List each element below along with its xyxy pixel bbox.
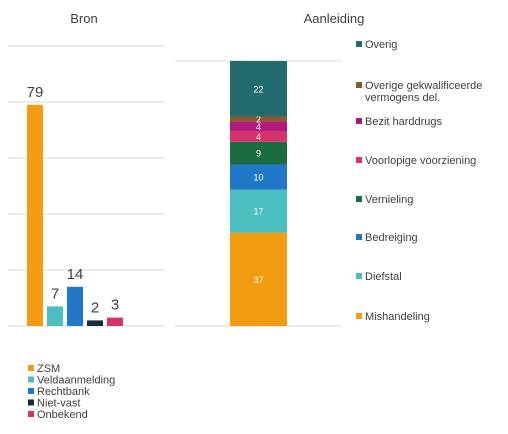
segment-value-overige-gekwalificeerde-vermogens-del: 2 xyxy=(256,115,261,125)
segment-value-overig: 22 xyxy=(253,84,263,94)
segment-vernieling xyxy=(230,141,287,165)
aanleiding-chart-title: Aanleiding xyxy=(304,11,365,26)
legend-swatch-zsm xyxy=(28,365,34,371)
legend-label-diefstal: Diefstal xyxy=(365,271,402,283)
segment-diefstal xyxy=(230,189,287,233)
legend-swatch-bedreiging xyxy=(356,234,362,240)
legend-swatch-veldaanmelding xyxy=(28,376,34,383)
legend-label-veldaanmelding: Veldaanmelding xyxy=(37,375,115,387)
segment-voorlopige-voorziening xyxy=(230,131,287,142)
bron-chart-title: Bron xyxy=(70,11,97,26)
bar-onbekend xyxy=(107,317,123,326)
legend-swatch-overig xyxy=(356,41,362,47)
segment-value-bedreiging: 10 xyxy=(253,173,263,183)
legend-swatch-rechtbank xyxy=(28,388,34,394)
bar-value-zsm: 79 xyxy=(27,84,44,101)
legend-swatch-voorlopige-voorziening xyxy=(356,157,362,163)
legend-label-rechtbank: Rechtbank xyxy=(37,386,90,398)
legend-label-vernieling: Vernieling xyxy=(365,194,413,206)
legend-label-bedreiging: Bedreiging xyxy=(365,232,418,244)
bron-bars: 79 7 14 2 3 xyxy=(27,84,123,326)
legend-swatch-bezit-harddrugs xyxy=(356,118,362,124)
bar-value-niet-vast: 2 xyxy=(91,299,99,316)
legend-swatch-mishandeling xyxy=(356,313,362,319)
segment-value-vernieling: 9 xyxy=(256,149,261,159)
legend-swatch-onbekend xyxy=(28,411,34,417)
segment-overig xyxy=(230,61,287,117)
legend-label-voorlopige-voorziening: Voorlopige voorziening xyxy=(365,155,476,167)
legend-swatch-overige-gekwalificeerde-vermogens-del xyxy=(356,82,362,88)
segment-value-mishandeling: 37 xyxy=(253,275,263,285)
bar-value-rechtbank: 14 xyxy=(67,266,84,283)
segment-bezit-harddrugs xyxy=(230,121,287,132)
legend-label-mishandeling: Mishandeling xyxy=(365,311,430,323)
legend-label-overige-gekwalificeerde-vermogens-del: Overige gekwalificeerde vermogens del. xyxy=(365,80,482,104)
segment-value-diefstal: 17 xyxy=(253,207,263,217)
bar-value-onbekend: 3 xyxy=(111,297,119,314)
legend-swatch-niet-vast xyxy=(28,399,34,406)
legend-label-bezit-harddrugs: Bezit harddrugs xyxy=(365,116,443,128)
segment-mishandeling xyxy=(230,232,287,326)
bar-value-veldaanmelding: 7 xyxy=(51,285,59,302)
legend-label-onbekend: Onbekend xyxy=(37,409,88,421)
bron-legend: ZSMVeldaanmeldingRechtbankNiet-vastOnbek… xyxy=(28,363,115,421)
legend-label-overig: Overig xyxy=(365,39,397,51)
legend-swatch-vernieling xyxy=(356,196,362,202)
segment-value-bezit-harddrugs: 4 xyxy=(256,122,261,132)
bar-rechtbank xyxy=(67,286,83,326)
legend-swatch-diefstal xyxy=(356,273,362,279)
bar-niet-vast xyxy=(87,320,103,326)
aanleiding-legend: Overig Overige gekwalificeerde vermogens d… xyxy=(356,39,482,323)
bar-zsm xyxy=(27,104,43,326)
segment-value-voorlopige-voorziening: 4 xyxy=(256,132,261,142)
legend-label-zsm: ZSM xyxy=(37,363,60,375)
segment-bedreiging xyxy=(230,164,287,190)
segment-overige-gekwalificeerde-vermogens-del xyxy=(230,116,287,122)
bar-veldaanmelding xyxy=(47,306,63,326)
legend-label-niet-vast: Niet-vast xyxy=(37,398,80,410)
